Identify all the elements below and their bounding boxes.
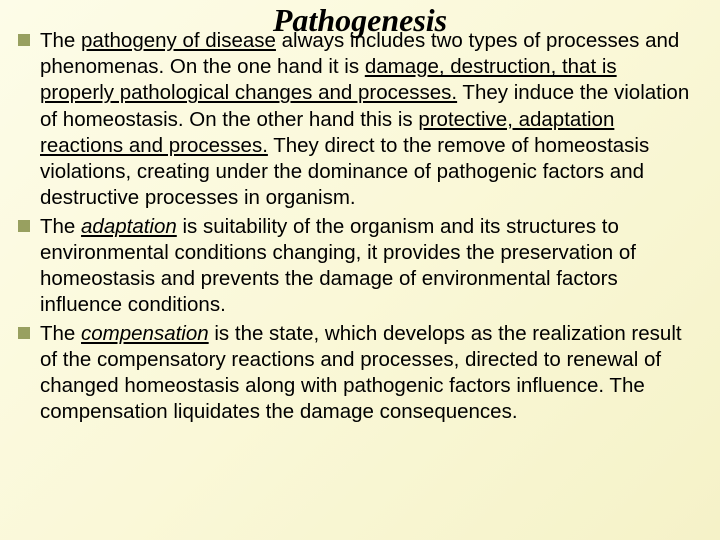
- content-area: The pathogeny of disease always includes…: [18, 28, 692, 428]
- paragraph-1: The pathogeny of disease always includes…: [40, 28, 692, 212]
- list-item: The pathogeny of disease always includes…: [18, 28, 692, 212]
- text-run: The: [40, 29, 81, 52]
- term-adaptation: adaptation: [81, 215, 177, 238]
- underlined-text: pathogeny of disease: [81, 29, 276, 52]
- paragraph-3: The compensation is the state, which dev…: [40, 321, 692, 426]
- text-run: The: [40, 322, 81, 345]
- text-run: The: [40, 215, 81, 238]
- list-item: The compensation is the state, which dev…: [18, 321, 692, 426]
- term-compensation: compensation: [81, 322, 209, 345]
- list-item: The adaptation is suitability of the org…: [18, 214, 692, 319]
- paragraph-2: The adaptation is suitability of the org…: [40, 214, 692, 319]
- bullet-icon: [18, 327, 30, 339]
- bullet-icon: [18, 34, 30, 46]
- bullet-icon: [18, 220, 30, 232]
